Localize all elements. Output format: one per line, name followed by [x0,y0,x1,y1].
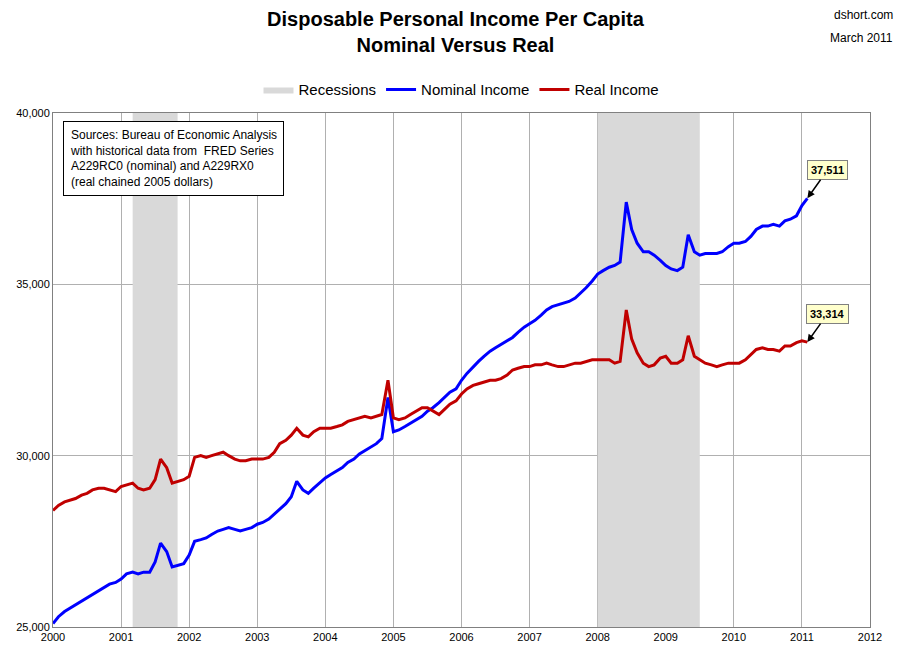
svg-text:2011: 2011 [790,631,814,643]
svg-text:2005: 2005 [381,631,405,643]
svg-text:2000: 2000 [41,631,65,643]
svg-text:33,314: 33,314 [810,308,845,320]
svg-text:2002: 2002 [177,631,201,643]
svg-text:2003: 2003 [245,631,269,643]
svg-text:40,000: 40,000 [16,107,50,119]
svg-text:2008: 2008 [585,631,609,643]
svg-text:2009: 2009 [654,631,678,643]
svg-text:2004: 2004 [313,631,337,643]
svg-text:35,000: 35,000 [16,278,50,290]
svg-text:37,511: 37,511 [811,164,844,176]
svg-text:Real Income: Real Income [574,81,658,98]
svg-text:2010: 2010 [722,631,746,643]
svg-text:2006: 2006 [449,631,473,643]
svg-text:2001: 2001 [109,631,133,643]
svg-text:2007: 2007 [517,631,541,643]
svg-text:2012: 2012 [858,631,882,643]
svg-text:25,000: 25,000 [16,621,50,633]
svg-text:30,000: 30,000 [16,450,50,462]
svg-text:Sources: Bureau of Economic An: Sources: Bureau of Economic Analysiswith… [70,128,277,189]
svg-text:Recessions: Recessions [299,81,377,98]
svg-text:Disposable Personal Income Per: Disposable Personal Income Per CapitaNom… [267,8,645,56]
svg-text:dshort.com: dshort.com [834,8,893,22]
svg-text:Nominal Income: Nominal Income [421,81,529,98]
svg-text:March 2011: March 2011 [830,31,893,45]
